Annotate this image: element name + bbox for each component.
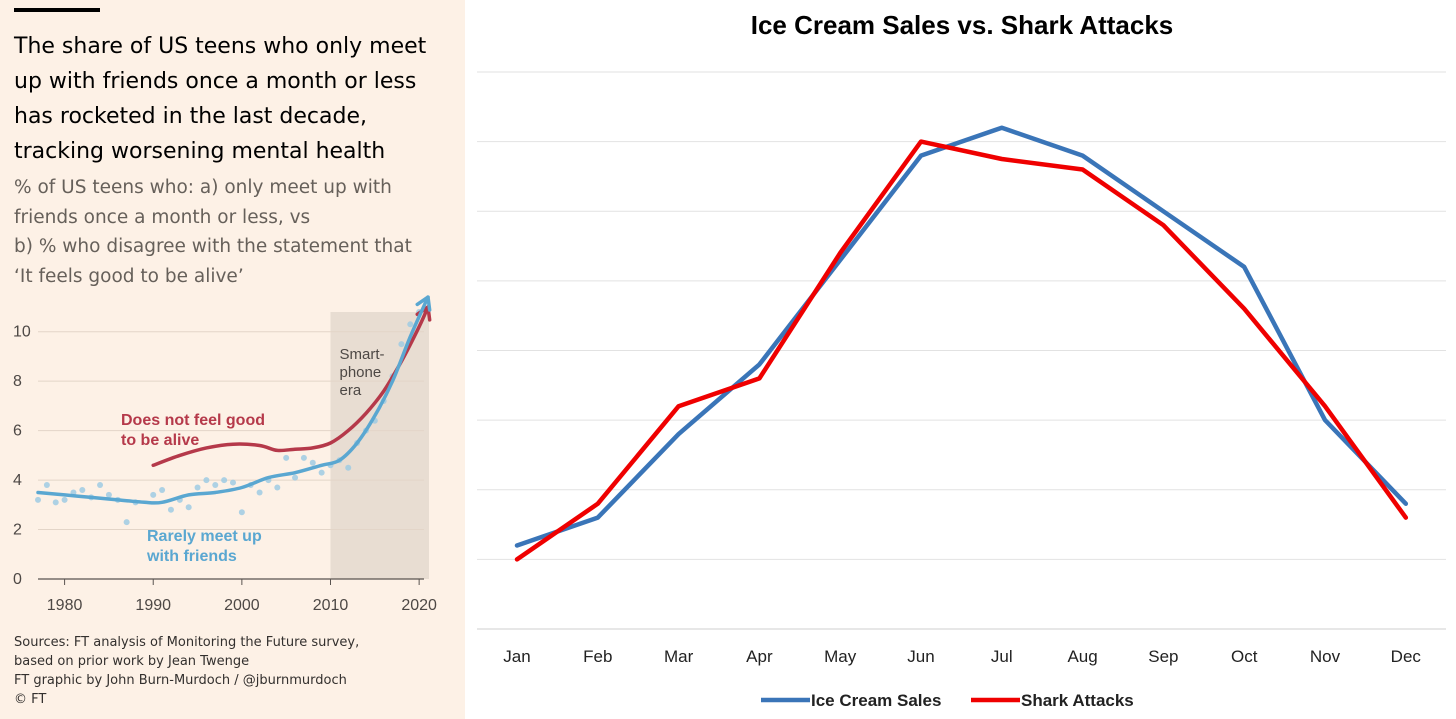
month-tick-label: Jul: [991, 647, 1013, 666]
legend-label-shark: Shark Attacks: [1021, 691, 1134, 710]
ft-scatter-point: [256, 489, 263, 496]
ft-scatter-point: [52, 499, 59, 506]
ft-scatter-point: [230, 479, 236, 486]
ft-accent-bar: [14, 8, 100, 12]
rarely-meet-arrowhead: [415, 295, 432, 312]
ft-title-line: The share of US teens who only meet: [14, 34, 427, 59]
ft-x-tick-label: 1980: [47, 597, 83, 614]
ft-source-line: Sources: FT analysis of Monitoring the F…: [14, 635, 360, 650]
ft-x-tick-label: 2010: [313, 597, 349, 614]
ft-scatter-point: [221, 477, 228, 484]
ft-y-tick-label: 6: [13, 423, 22, 440]
ft-scatter-point: [203, 477, 210, 484]
ice-cream-chart-panel: Ice Cream Sales vs. Shark Attacks Jan Feb M…: [465, 0, 1456, 719]
ft-chart-subtitle: % of US teens who: a) only meet up with …: [14, 173, 459, 291]
smartphone-era-label: Smart-: [340, 346, 385, 363]
ft-source-line: © FT: [14, 692, 47, 707]
ft-y-tick-label: 4: [13, 472, 22, 489]
ft-scatter-point: [150, 491, 157, 498]
ft-scatter-point: [123, 519, 130, 526]
ft-x-tick-label: 1990: [135, 597, 171, 614]
ft-scatter-point: [61, 496, 68, 503]
ft-sources: Sources: FT analysis of Monitoring the F…: [14, 633, 459, 709]
month-tick-label: May: [824, 647, 857, 666]
month-tick-label: Jan: [503, 647, 530, 666]
ft-scatter-point: [318, 469, 325, 476]
ft-scatter-point: [105, 491, 112, 498]
ft-scatter-point: [283, 454, 290, 461]
month-tick-label: Sep: [1148, 647, 1178, 666]
ft-y-tick-label: 0: [13, 571, 22, 588]
month-tick-label: Oct: [1231, 647, 1258, 666]
ft-scatter-point: [238, 509, 245, 516]
ft-scatter-point: [212, 482, 219, 489]
ft-subtitle-line: b) % who disagree with the statement tha…: [14, 236, 412, 257]
ft-chart-panel: The share of US teens who only meet up w…: [0, 0, 465, 719]
ft-scatter-point: [309, 459, 316, 466]
ft-scatter-point: [43, 482, 50, 489]
ft-y-tick-label: 2: [13, 522, 22, 539]
month-tick-label: Dec: [1391, 647, 1422, 666]
ft-subtitle-line: % of US teens who: a) only meet up with: [14, 177, 392, 198]
ft-scatter-point: [398, 341, 405, 348]
ft-title-line: up with friends once a month or less: [14, 69, 417, 94]
ft-scatter-point: [194, 484, 201, 491]
ft-scatter-point: [159, 486, 166, 493]
smartphone-era-label: phone: [340, 364, 382, 381]
legend-label-ice-cream: Ice Cream Sales: [811, 691, 941, 710]
month-tick-label: Aug: [1067, 647, 1097, 666]
ft-scatter-point: [274, 484, 281, 491]
ft-scatter-point: [35, 496, 41, 503]
ft-scatter-point: [292, 474, 299, 481]
smartphone-era-shading: [330, 312, 429, 579]
ft-y-tick-label: 10: [13, 324, 31, 341]
ft-title-line: tracking worsening mental health: [14, 139, 386, 164]
ft-scatter-point: [185, 504, 192, 511]
month-tick-label: Nov: [1310, 647, 1341, 666]
ft-scatter-point: [167, 506, 174, 513]
smartphone-era-label: era: [340, 382, 362, 399]
ft-title-line: has rocketed in the last decade,: [14, 104, 367, 129]
ft-subtitle-line: ‘It feels good to be alive’: [14, 265, 244, 287]
ft-scatter-point: [345, 464, 352, 471]
rarely-meet-line: [36, 295, 430, 505]
rarely-meet-label: Rarely meet up: [147, 528, 262, 545]
month-tick-label: Apr: [746, 647, 773, 666]
ft-scatter-point: [79, 486, 86, 493]
ft-subtitle-line: friends once a month or less, vs: [14, 206, 311, 228]
ft-x-tick-label: 2020: [401, 597, 437, 614]
ft-source-line: FT graphic by John Burn-Murdoch / @jburn…: [14, 673, 347, 688]
ft-scatter-point: [97, 482, 104, 489]
ft-x-tick-label: 2000: [224, 597, 260, 614]
ft-scatter-point: [407, 321, 414, 328]
month-tick-label: Mar: [664, 647, 694, 666]
month-tick-label: Jun: [907, 647, 934, 666]
ft-y-tick-label: 8: [13, 373, 22, 390]
ft-chart-title: The share of US teens who only meet up w…: [14, 29, 454, 169]
shark-attacks-line: [514, 139, 1409, 562]
ice-cream-shark-chart: Ice Cream Sales vs. Shark Attacks Jan Feb M…: [477, 10, 1446, 710]
ft-source-line: based on prior work by Jean Twenge: [14, 654, 250, 669]
ice-cream-sales-line: [514, 125, 1409, 548]
ft-scatter-point: [300, 454, 307, 461]
not-feel-good-label: Does not feel good: [121, 412, 265, 429]
main-chart-title: Ice Cream Sales vs. Shark Attacks: [751, 10, 1174, 40]
not-feel-good-label: to be alive: [121, 432, 199, 449]
rarely-meet-label: with friends: [146, 548, 237, 565]
month-tick-label: Feb: [583, 647, 612, 666]
